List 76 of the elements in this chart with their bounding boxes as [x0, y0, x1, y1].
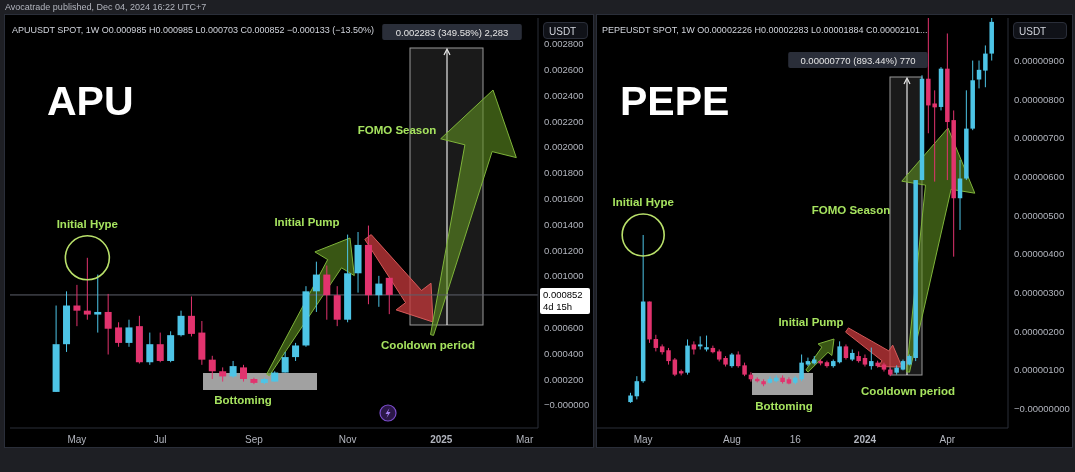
- y-axis-title: USDT: [543, 22, 588, 39]
- y-tick-label: 0.00000100: [1014, 364, 1065, 376]
- candlestick: [976, 60, 982, 89]
- y-tick-label: 0.00000500: [1014, 209, 1065, 221]
- y-tick-label: 0.002400: [544, 89, 584, 101]
- annotation: Cooldown period: [861, 385, 955, 397]
- candlestick: [73, 284, 81, 327]
- y-tick-label: 0.001400: [544, 218, 584, 230]
- y-tick-label: 0.00000700: [1014, 132, 1065, 144]
- candlestick: [94, 274, 102, 334]
- text: APUUSDT SPOT, 1W O0.000985 H0.000985 L0.000703 C0.000852 −0.000133 (−13.50%): [12, 24, 375, 36]
- y-tick-label: 0.000600: [544, 321, 584, 333]
- x-tick-label: May: [67, 434, 87, 446]
- y-tick-label: 0.002800: [544, 38, 584, 50]
- x-tick-label: Aug: [722, 434, 741, 446]
- y-tick-label: 0.001600: [544, 193, 584, 204]
- candlestick: [983, 44, 988, 88]
- y-tick-label: 0.002600: [544, 64, 584, 76]
- text: 4d 15h: [543, 300, 574, 313]
- annotation: 0.002283 (349.58%) 2,283: [395, 26, 509, 38]
- y-tick-label: 0.00000600: [1014, 171, 1065, 183]
- y-tick-label: 0.00000200: [1014, 325, 1065, 337]
- annotation: 0.00000770 (893.44%) 770: [800, 54, 916, 66]
- candlestick: [375, 275, 383, 308]
- annotation: Cooldown period: [381, 339, 475, 351]
- annotation: Initial Hype: [56, 217, 119, 230]
- x-tick-label: 2025: [430, 434, 453, 446]
- y-tick-label: 0.001000: [544, 270, 584, 282]
- candlestick: [125, 319, 133, 348]
- candlestick: [312, 261, 320, 313]
- x-tick-label: Mar: [516, 434, 534, 446]
- y-tick-label: 0.00000900: [1014, 55, 1065, 67]
- candlestick: [385, 277, 393, 315]
- y-tick-label: 0.00000800: [1014, 93, 1065, 105]
- y-tick-label: 0.002200: [544, 115, 584, 127]
- candlestick: [146, 332, 154, 366]
- y-tick-label: 0.000200: [544, 373, 584, 385]
- y-tick-label: 0.001800: [544, 167, 584, 179]
- annotation: Initial Hype: [612, 195, 674, 208]
- y-tick-label: 0.001200: [544, 244, 584, 256]
- x-tick-label: Jul: [153, 434, 167, 446]
- y-tick-label: 0.00000400: [1014, 248, 1065, 260]
- y-tick-label: −0.00000000: [1014, 403, 1070, 415]
- text: PEPE: [620, 78, 730, 124]
- y-axis-title: USDT: [1013, 22, 1067, 39]
- candlestick: [115, 321, 123, 348]
- x-tick-label: 16: [789, 434, 802, 446]
- x-tick-label: 2024: [853, 434, 877, 446]
- annotation: FOMO Season: [811, 204, 891, 216]
- annotation: FOMO Season: [357, 124, 437, 136]
- annotation: Initial Pump: [274, 216, 340, 228]
- candlestick: [177, 310, 185, 337]
- y-tick-label: 0.00000300: [1014, 287, 1065, 299]
- y-tick-label: 0.002000: [544, 141, 584, 153]
- annotation: Bottoming: [214, 394, 272, 406]
- candlestick: [208, 355, 216, 380]
- annotation: Initial Pump: [778, 316, 844, 328]
- text: PEPEUSDT SPOT, 1W O0.00002226 H0.00002283 L0.00001884 C0.00002101...: [602, 24, 928, 36]
- y-tick-label: −0.000000: [544, 399, 590, 411]
- candlestick: [323, 265, 331, 321]
- y-tick-label: 0.000400: [544, 347, 584, 359]
- annotation: Bottoming: [755, 400, 813, 412]
- text: APU: [47, 78, 134, 124]
- candlestick: [869, 347, 874, 371]
- candlestick: [281, 351, 289, 374]
- candlestick: [83, 257, 91, 321]
- candlestick: [292, 342, 300, 362]
- candlestick: [156, 332, 164, 363]
- x-tick-label: Nov: [338, 434, 357, 446]
- x-tick-label: May: [633, 434, 653, 446]
- x-tick-label: Apr: [939, 434, 956, 446]
- ref-line-label: 0.000852: [543, 288, 584, 301]
- text: Avocatrade published, Dec 04, 2024 16:22 UTC+7: [5, 2, 207, 13]
- candlestick: [104, 293, 112, 356]
- x-tick-label: Sep: [245, 434, 264, 446]
- candlestick: [187, 295, 195, 337]
